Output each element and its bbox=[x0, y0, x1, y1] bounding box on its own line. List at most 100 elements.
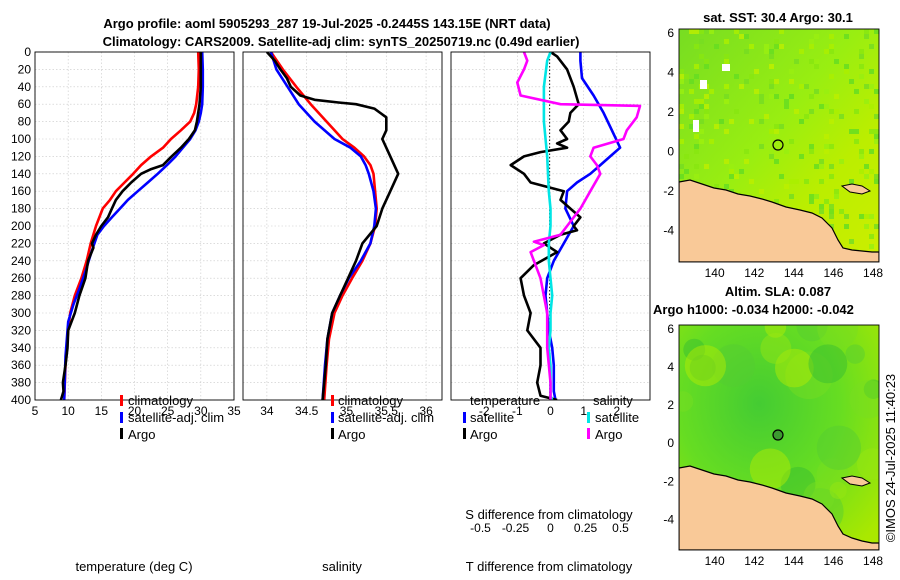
salinity-lines bbox=[265, 52, 400, 400]
sst-map-frame bbox=[678, 28, 880, 263]
sst-pixel bbox=[744, 49, 749, 54]
y-tick-label: 240 bbox=[11, 254, 31, 268]
sst-pixel bbox=[859, 169, 864, 174]
sst-pixel bbox=[869, 244, 874, 249]
sla-blob bbox=[816, 425, 862, 471]
map-y-tick-label: 0 bbox=[667, 436, 674, 450]
t-difference-tick-labels: -2 -1 0 1 2 bbox=[479, 404, 621, 418]
temperature-axes-frame bbox=[34, 51, 235, 401]
sst-pixel bbox=[864, 99, 869, 104]
sst-pixel bbox=[789, 79, 794, 84]
sst-pixel bbox=[704, 64, 709, 69]
missing-data-patch bbox=[722, 64, 730, 71]
sst-pixel bbox=[739, 34, 744, 39]
sst-pixel bbox=[699, 29, 704, 34]
sst-pixel bbox=[864, 174, 869, 179]
sst-pixel bbox=[759, 189, 764, 194]
sst-pixel bbox=[849, 79, 854, 84]
sst-pixel bbox=[699, 119, 704, 124]
sst-pixel bbox=[814, 164, 819, 169]
sst-pixel bbox=[679, 79, 684, 84]
y-tick-label: 320 bbox=[11, 323, 31, 337]
sst-pixel bbox=[694, 144, 699, 149]
sst-pixel bbox=[769, 84, 774, 89]
sst-pixel bbox=[874, 139, 879, 144]
s-tick-label: 0 bbox=[547, 521, 554, 535]
x-tick-label: 0 bbox=[547, 404, 554, 418]
footer-timestamp: ©IMOS 24-Jul-2025 11:40:23 bbox=[883, 374, 898, 542]
sst-pixel bbox=[874, 179, 879, 184]
salinity-grid bbox=[243, 51, 442, 401]
sst-pixel bbox=[749, 74, 754, 79]
sla-map-title-line2: Argo h1000: -0.034 h2000: -0.042 bbox=[653, 302, 854, 317]
sst-pixel bbox=[759, 144, 764, 149]
sst-pixel bbox=[844, 214, 849, 219]
sla-blob bbox=[808, 344, 848, 384]
x-tick-label: 5 bbox=[32, 404, 39, 418]
map-y-tick-label: -2 bbox=[663, 184, 674, 198]
sst-pixel bbox=[734, 174, 739, 179]
map-x-tick-label: 148 bbox=[863, 266, 883, 280]
sst-pixel bbox=[849, 129, 854, 134]
y-tick-label: 180 bbox=[11, 202, 31, 216]
sla-map-frame bbox=[678, 324, 880, 551]
sst-pixel bbox=[774, 124, 779, 129]
sst-pixel bbox=[814, 194, 819, 199]
sst-pixel bbox=[689, 29, 694, 34]
map-x-tick-label: 144 bbox=[784, 266, 804, 280]
sst-pixel bbox=[829, 164, 834, 169]
y-tick-label: 340 bbox=[11, 341, 31, 355]
sst-pixel bbox=[839, 159, 844, 164]
sst-pixel bbox=[684, 154, 689, 159]
sst-pixel bbox=[679, 89, 684, 94]
sst-pixel bbox=[809, 94, 814, 99]
sst-pixel bbox=[829, 119, 834, 124]
legend-label-argo: Argo bbox=[338, 427, 365, 442]
sla-map-title-line1: Altim. SLA: 0.087 bbox=[725, 284, 831, 299]
sst-pixel bbox=[809, 149, 814, 154]
sst-pixel bbox=[704, 104, 709, 109]
map-x-tick-label: 146 bbox=[823, 266, 843, 280]
series-line-argo bbox=[265, 52, 400, 400]
sst-pixel bbox=[844, 69, 849, 74]
salinity-xlabel: salinity bbox=[322, 559, 362, 574]
sst-pixel bbox=[844, 34, 849, 39]
legend-swatch-argo bbox=[120, 428, 123, 439]
map-y-tick-label: 4 bbox=[667, 65, 674, 79]
sst-pixel bbox=[724, 99, 729, 104]
difference-axes-frame bbox=[450, 51, 651, 401]
sst-pixel bbox=[754, 69, 759, 74]
sst-pixel bbox=[814, 89, 819, 94]
sst-pixel bbox=[839, 209, 844, 214]
argo-position-marker bbox=[772, 429, 784, 441]
map-y-tick-label: 4 bbox=[667, 360, 674, 374]
y-tick-label: 200 bbox=[11, 219, 31, 233]
sst-pixel bbox=[739, 169, 744, 174]
sst-pixel bbox=[859, 159, 864, 164]
sla-blob bbox=[849, 379, 879, 419]
island bbox=[840, 475, 872, 487]
sst-pixel bbox=[699, 139, 704, 144]
sst-map-title: sat. SST: 30.4 Argo: 30.1 bbox=[703, 10, 853, 25]
sst-pixel bbox=[774, 39, 779, 44]
sla-blob bbox=[785, 351, 833, 400]
sst-pixel bbox=[864, 34, 869, 39]
x-tick-label: 34.5 bbox=[295, 404, 319, 418]
legend-header-salinity: salinity bbox=[593, 393, 633, 408]
sst-pixel bbox=[824, 149, 829, 154]
difference-legend: temperature salinity satellite Argo sate… bbox=[463, 393, 639, 442]
sst-pixel bbox=[819, 159, 824, 164]
legend-label-climatology: climatology bbox=[338, 393, 404, 408]
sst-pixel bbox=[844, 64, 849, 69]
x-tick-label: -2 bbox=[479, 404, 490, 418]
sst-pixel bbox=[874, 174, 879, 179]
sst-pixel bbox=[694, 134, 699, 139]
sst-pixel bbox=[814, 34, 819, 39]
sla-blob bbox=[749, 448, 791, 490]
x-tick-label: 35.5 bbox=[375, 404, 399, 418]
sst-pixel bbox=[724, 59, 729, 64]
sla-blob bbox=[829, 481, 847, 500]
s-difference-tick-labels: -0.5 -0.25 0 0.25 0.5 bbox=[470, 521, 629, 535]
sst-pixel bbox=[809, 59, 814, 64]
sst-pixel bbox=[764, 114, 769, 119]
